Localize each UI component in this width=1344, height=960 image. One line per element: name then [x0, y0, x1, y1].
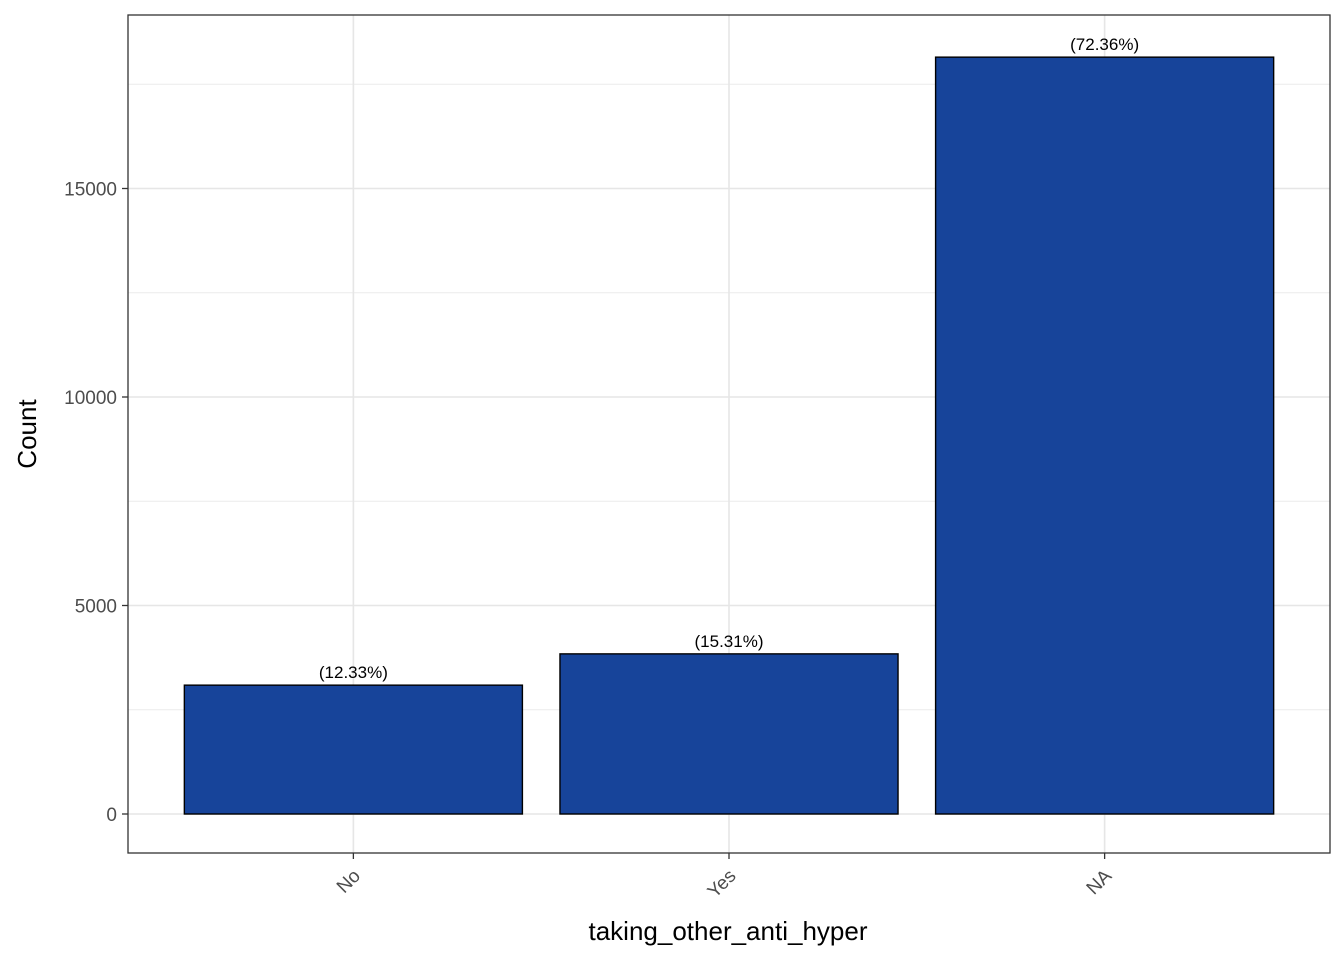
bars	[183, 56, 1275, 815]
bar-yes	[559, 653, 899, 815]
bar-labels: (12.33%) (15.31%) (72.36%)	[319, 35, 1139, 682]
x-axis-title: taking_other_anti_hyper	[589, 916, 868, 946]
bar-label-yes: (15.31%)	[695, 632, 764, 651]
bar-na	[934, 56, 1275, 815]
y-tick-label: 15000	[64, 180, 117, 201]
x-tick-label-na: NA	[1083, 865, 1117, 899]
x-tick-label-no: No	[333, 866, 365, 898]
bar-label-na: (72.36%)	[1070, 35, 1139, 54]
y-tick-label: 5000	[75, 597, 117, 618]
y-axis-ticks: 0 5000 10000 15000	[64, 180, 128, 826]
x-axis-ticks: No Yes NA	[333, 853, 1117, 903]
y-tick-label: 10000	[64, 388, 117, 409]
x-tick-label-yes: Yes	[704, 866, 741, 903]
y-tick-label: 0	[106, 805, 117, 826]
bar-no	[183, 684, 524, 815]
y-axis-title: Count	[12, 399, 42, 469]
bar-label-no: (12.33%)	[319, 663, 388, 682]
